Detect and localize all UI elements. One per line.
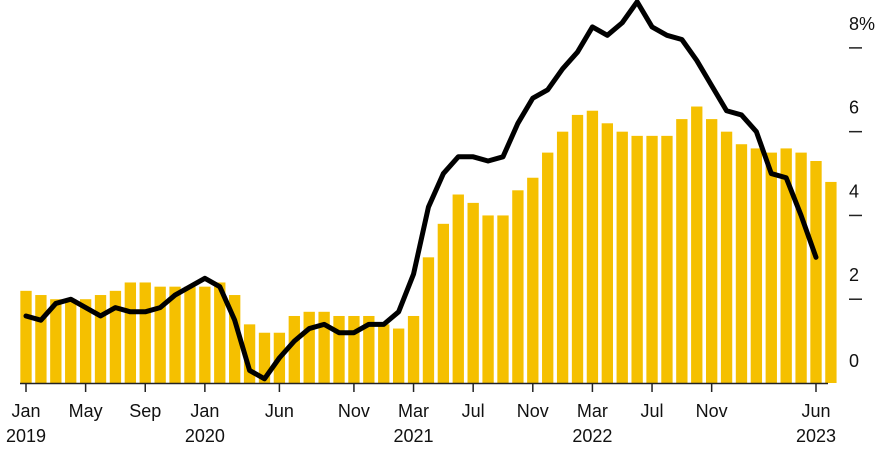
bar: [542, 152, 554, 383]
bar: [825, 181, 837, 383]
bar: [601, 123, 613, 383]
bar: [452, 194, 464, 383]
bar: [169, 286, 181, 383]
bar: [79, 299, 92, 383]
bar: [318, 311, 330, 383]
bar: [780, 148, 792, 383]
bar: [214, 282, 226, 383]
x-tick-year-label: 2021: [394, 426, 434, 446]
bar: [333, 315, 345, 383]
bar: [556, 131, 569, 383]
x-tick-label: Jun: [265, 401, 294, 421]
bar: [243, 324, 256, 383]
bar: [765, 152, 777, 383]
bar: [50, 299, 62, 383]
x-tick-label: Sep: [129, 401, 161, 421]
bar: [184, 286, 196, 383]
x-tick-year-label: 2019: [6, 426, 46, 446]
bar: [109, 290, 122, 383]
bar: [303, 311, 315, 383]
bar: [467, 202, 479, 383]
bar: [154, 286, 166, 383]
bar: [65, 299, 77, 383]
bar: [392, 328, 405, 383]
bar: [437, 223, 450, 383]
bar: [586, 110, 599, 383]
bar: [497, 215, 509, 383]
x-tick-year-label: 2020: [185, 426, 225, 446]
bar: [512, 190, 524, 383]
bar: [750, 148, 763, 383]
bar: [810, 160, 822, 383]
bar: [124, 282, 137, 383]
bar: [258, 332, 271, 383]
bar: [363, 315, 375, 383]
x-axis: Jan 2019 May Sep Jan 2020 Jun Nov Mar 2021 Jul Nov M…: [6, 382, 836, 446]
line-series: [23, 0, 819, 382]
bar: [616, 131, 628, 383]
x-tick-label: Nov: [517, 401, 549, 421]
bar: [706, 119, 718, 383]
x-tick-label: Jan: [190, 401, 219, 421]
x-tick-label: Jul: [641, 401, 664, 421]
bar-series: [20, 106, 837, 383]
bar: [691, 106, 703, 383]
bar: [631, 135, 643, 383]
bar: [94, 295, 107, 383]
x-tick-label: Jan: [11, 401, 40, 421]
bar: [407, 315, 420, 383]
x-tick-year-label: 2022: [572, 426, 612, 446]
bar: [139, 282, 151, 383]
x-tick-label: Jun: [801, 401, 830, 421]
y-axis: 0 2 4 6 8%: [849, 14, 875, 371]
bar: [378, 324, 390, 383]
bar: [735, 144, 748, 383]
bar: [571, 114, 584, 383]
bar: [795, 152, 807, 383]
x-tick-label: Nov: [696, 401, 728, 421]
bar: [676, 119, 688, 383]
x-tick-label: Mar: [577, 401, 608, 421]
x-tick-label: May: [69, 401, 103, 421]
bar: [646, 135, 658, 383]
x-tick-label: Mar: [398, 401, 429, 421]
bar: [348, 315, 360, 383]
series-line: [23, 0, 819, 382]
bar: [422, 257, 435, 383]
y-tick-label: 6: [849, 98, 859, 118]
bar: [661, 135, 673, 383]
bar: [720, 131, 733, 383]
bar: [527, 177, 539, 383]
bar: [229, 295, 241, 383]
bar: [199, 286, 211, 383]
bar: [35, 295, 47, 383]
y-tick-label: 4: [849, 181, 859, 201]
bar: [482, 215, 494, 383]
bar: [288, 315, 300, 383]
x-tick-label: Jul: [462, 401, 485, 421]
x-tick-label: Nov: [338, 401, 370, 421]
bar: [20, 290, 32, 383]
y-tick-label: 2: [849, 265, 859, 285]
y-tick-label: 0: [849, 351, 859, 371]
y-tick-label: 8%: [849, 14, 875, 34]
x-tick-year-label: 2023: [796, 426, 836, 446]
